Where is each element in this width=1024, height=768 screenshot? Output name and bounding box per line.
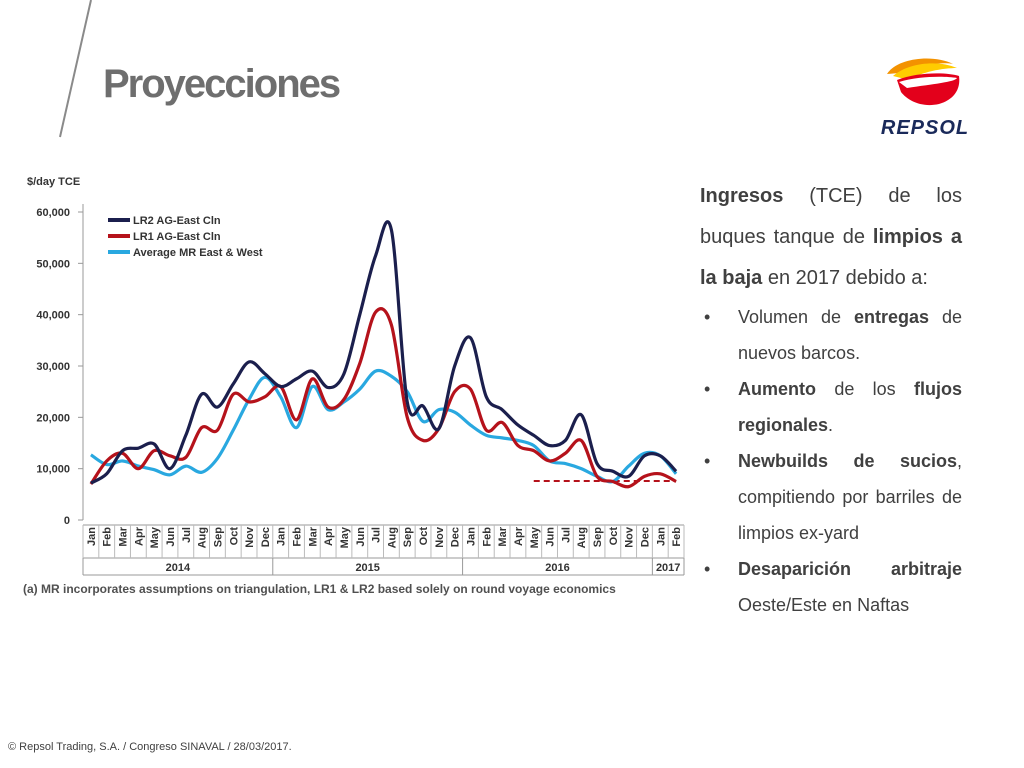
x-tick-label: Jul bbox=[371, 527, 383, 543]
repsol-logo: REPSOL bbox=[881, 58, 969, 138]
footer-copyright: © Repsol Trading, S.A. / Congreso SINAVA… bbox=[8, 741, 292, 753]
bold-text-run: Aumento bbox=[738, 379, 816, 399]
y-tick-label: 40,000 bbox=[36, 310, 70, 322]
x-tick-label: Jan bbox=[465, 527, 477, 546]
x-tick-label: Nov bbox=[434, 526, 446, 548]
x-tick-label: Dec bbox=[639, 527, 651, 547]
text-run: Volumen de bbox=[738, 307, 854, 327]
bullet-icon: • bbox=[704, 307, 711, 327]
x-tick-label: Sep bbox=[212, 527, 224, 547]
x-tick-label: Feb bbox=[292, 527, 304, 547]
x-tick-label: Mar bbox=[118, 526, 130, 546]
y-tick-label: 60,000 bbox=[36, 207, 70, 219]
reason-item: • Aumento de los flujos regionales. bbox=[700, 371, 962, 443]
x-tick-label: Dec bbox=[260, 527, 272, 547]
logo-wordmark: REPSOL bbox=[881, 117, 969, 138]
bullet-icon: • bbox=[704, 451, 711, 471]
text-run: . bbox=[828, 415, 834, 435]
x-tick-label: Mar bbox=[307, 526, 319, 546]
tce-line-chart: $/day TCE 0 10,000 20,000 30,000 40,000 50,00… bbox=[23, 176, 685, 596]
x-tick-label: Jan bbox=[655, 527, 667, 546]
bullet-icon: • bbox=[704, 379, 711, 399]
text-run: (TCE) de los buques tanque de bbox=[700, 185, 962, 248]
x-tick-label: Sep bbox=[402, 527, 414, 547]
logo-yellow-flame bbox=[893, 63, 957, 80]
y-tick-label: 0 bbox=[64, 515, 70, 527]
x-tick-label: Jul bbox=[181, 527, 193, 543]
x-year-label: 2017 bbox=[656, 562, 680, 574]
intro-paragraph: Ingresos (TCE) de los buques tanque de l… bbox=[700, 176, 962, 299]
bullet-icon: • bbox=[704, 559, 711, 579]
y-tick-label: 20,000 bbox=[36, 412, 70, 424]
x-tick-label: May bbox=[339, 526, 351, 548]
x-tick-label: Nov bbox=[624, 526, 636, 548]
x-tick-label: May bbox=[149, 526, 161, 548]
bold-text-run: Desaparición arbitraje bbox=[738, 559, 962, 579]
x-tick-label: Apr bbox=[323, 526, 335, 546]
x-tick-label: May bbox=[529, 526, 541, 548]
text-run: de nuevos barcos. bbox=[738, 307, 962, 363]
x-tick-label: Jan bbox=[276, 527, 288, 546]
x-tick-label: Apr bbox=[513, 526, 525, 546]
text-run: Oeste/Este en Naftas bbox=[738, 595, 910, 615]
bold-text-run: flujos regionales bbox=[738, 379, 962, 435]
x-tick-label: Oct bbox=[608, 527, 620, 546]
text-run: de los bbox=[816, 379, 914, 399]
legend-label: LR1 AG-East Cln bbox=[133, 231, 221, 243]
reason-item: • Volumen de entregas de nuevos barcos. bbox=[700, 299, 962, 371]
x-tick-label: Sep bbox=[592, 527, 604, 547]
y-axis-label: $/day TCE bbox=[27, 176, 80, 188]
y-tick-label: 50,000 bbox=[36, 258, 70, 270]
x-tick-label: Feb bbox=[481, 527, 493, 547]
x-tick-label: Jul bbox=[560, 527, 572, 543]
series-line-3 bbox=[90, 368, 678, 484]
x-tick-label: Feb bbox=[102, 527, 114, 547]
chart-footnote: (a) MR incorporates assumptions on trian… bbox=[23, 582, 616, 596]
x-tick-label: Aug bbox=[576, 527, 588, 548]
y-tick-label: 10,000 bbox=[36, 464, 70, 476]
x-tick-label: Feb bbox=[671, 527, 683, 547]
x-year-label: 2016 bbox=[545, 562, 569, 574]
x-tick-label: Jan bbox=[86, 527, 98, 546]
bold-text-run: entregas bbox=[853, 307, 930, 327]
reason-item: • Desaparición arbitraje Oeste/Este en Na… bbox=[700, 551, 962, 623]
x-year-label: 2014 bbox=[166, 562, 191, 574]
x-tick-label: Jun bbox=[355, 527, 367, 547]
explanation-panel: Ingresos (TCE) de los buques tanque de l… bbox=[700, 176, 962, 623]
x-tick-label: Aug bbox=[386, 527, 398, 548]
bold-text-run: Newbuilds de sucios bbox=[738, 451, 957, 471]
bold-text-run: limpios a la baja bbox=[700, 226, 962, 289]
reasons-list: • Volumen de entregas de nuevos barcos. • A… bbox=[700, 299, 962, 623]
x-tick-label: Dec bbox=[450, 527, 462, 547]
legend-label: Average MR East & West bbox=[133, 247, 263, 259]
series-line-1 bbox=[90, 220, 678, 485]
x-tick-label: Jun bbox=[165, 527, 177, 547]
series-line-2 bbox=[89, 307, 677, 489]
legend-label: LR2 AG-East Cln bbox=[133, 215, 221, 227]
x-tick-label: Aug bbox=[197, 527, 209, 548]
x-tick-label: Oct bbox=[418, 527, 430, 546]
x-tick-label: Jun bbox=[545, 527, 557, 547]
x-tick-label: Mar bbox=[497, 526, 509, 546]
reason-item: • Newbuilds de sucios, compitiendo por ba… bbox=[700, 443, 962, 551]
page-title: Proyecciones bbox=[103, 62, 341, 106]
y-tick-label: 30,000 bbox=[36, 361, 70, 373]
x-tick-label: Nov bbox=[244, 526, 256, 548]
x-tick-label: Apr bbox=[133, 526, 145, 546]
bold-text-run: Ingresos bbox=[700, 185, 784, 207]
text-run: , compitiendo por barriles de limpios ex… bbox=[738, 451, 962, 543]
x-tick-label: Oct bbox=[228, 527, 240, 546]
x-year-label: 2015 bbox=[355, 562, 379, 574]
logo-white-band bbox=[899, 76, 957, 88]
text-run: en 2017 debido a: bbox=[762, 267, 928, 289]
